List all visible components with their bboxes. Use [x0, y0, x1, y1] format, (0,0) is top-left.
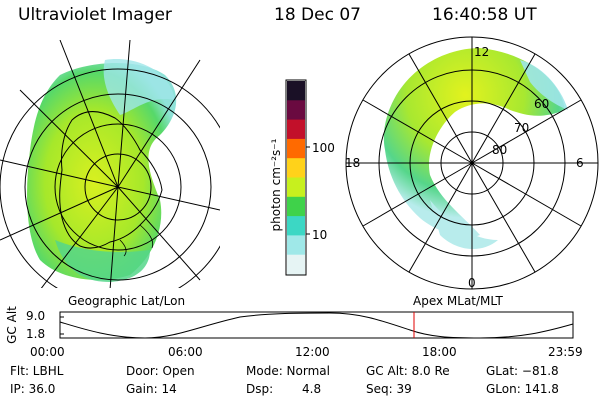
alt-ytick-9: 9.0 — [26, 309, 46, 323]
colorbar-segment — [287, 177, 305, 198]
colorbar-segment — [287, 196, 305, 217]
dsp-value: 4.8 — [302, 382, 322, 396]
colorbar-segment — [287, 235, 305, 256]
colorbar-segment — [287, 216, 305, 236]
mlt-label-18: 18 — [345, 156, 361, 170]
colorbar-segment — [287, 119, 305, 140]
mlt-label-12: 12 — [474, 45, 490, 59]
mode-info: Mode: Normal — [246, 364, 330, 378]
colorbar-segment — [287, 100, 305, 121]
colorbar-tick-10: 10 — [312, 228, 328, 242]
glon-info: GLon: 141.8 — [486, 382, 559, 396]
colorbar-tick-100: 100 — [312, 141, 335, 155]
lat-label-60: 60 — [534, 97, 550, 111]
apex-map — [345, 36, 599, 290]
mlt-label-0: 0 — [468, 276, 476, 290]
seq-info: Seq: 39 — [366, 382, 412, 396]
alt-plot-ylabel: GC Alt — [5, 306, 19, 344]
colorbar-segment — [287, 138, 305, 159]
colorbar-segment — [287, 81, 305, 101]
date-label: 18 Dec 07 — [274, 5, 361, 25]
ip-info: IP: 36.0 — [10, 382, 56, 396]
gain-info: Gain: 14 — [126, 382, 177, 396]
image-title: Ultraviolet Imager — [18, 5, 172, 25]
alt-xtick-0: 00:00 — [30, 345, 65, 359]
alt-ytick-1-8: 1.8 — [26, 327, 46, 341]
gc-alt-info: GC Alt: 8.0 Re — [366, 364, 450, 378]
lat-label-70: 70 — [514, 121, 530, 135]
glat-info: GLat: −81.8 — [486, 364, 559, 378]
apex-caption: Apex MLat/MLT — [413, 294, 503, 308]
lat-label-80: 80 — [492, 143, 508, 157]
alt-xtick-6: 06:00 — [168, 345, 203, 359]
mlt-label-6: 6 — [576, 156, 584, 170]
alt-xtick-2359: 23:59 — [548, 345, 583, 359]
door-info: Door: Open — [126, 364, 195, 378]
altitude-plot — [59, 311, 574, 339]
geographic-caption: Geographic Lat/Lon — [68, 294, 186, 308]
left-aurora-image — [0, 40, 220, 288]
colorbar-segment — [287, 158, 305, 178]
dsp-label: Dsp: — [246, 382, 274, 396]
colorbar-fill — [287, 81, 310, 275]
filter-info: Flt: LBHL — [10, 364, 64, 378]
alt-xtick-18: 18:00 — [422, 345, 457, 359]
colorbar-unit-label: photon cm⁻²s⁻¹ — [269, 138, 283, 232]
colorbar-segment — [287, 254, 305, 275]
alt-xtick-12: 12:00 — [295, 345, 330, 359]
altitude-curve — [59, 312, 574, 339]
colorbar — [285, 79, 307, 276]
time-label: 16:40:58 UT — [432, 5, 537, 25]
